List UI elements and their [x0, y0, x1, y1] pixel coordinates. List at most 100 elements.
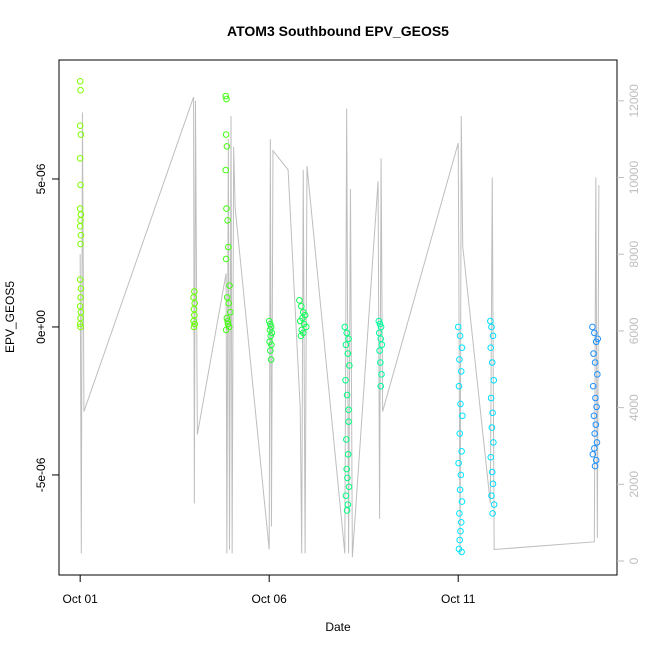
point [77, 323, 84, 331]
point [457, 519, 465, 526]
point [224, 320, 232, 328]
point [344, 474, 351, 482]
y2-tick-label: 6000 [627, 317, 641, 344]
point [77, 240, 84, 248]
point [593, 403, 600, 411]
chart-title: ATOM3 Southbound EPV_GEOS5 [227, 23, 449, 39]
point [226, 308, 234, 316]
point [268, 329, 276, 337]
point [490, 439, 497, 446]
point [224, 217, 231, 224]
point [190, 323, 198, 331]
point [302, 323, 310, 331]
point [456, 536, 464, 544]
point [487, 453, 495, 461]
point [222, 131, 230, 138]
point [377, 382, 385, 390]
point [343, 436, 350, 443]
point [591, 445, 598, 452]
point [487, 344, 495, 351]
point [343, 391, 351, 399]
point [377, 359, 384, 366]
point [77, 294, 84, 301]
plot-box [58, 59, 618, 576]
point [77, 308, 85, 316]
point [490, 501, 498, 508]
point [488, 323, 495, 331]
point [76, 276, 84, 283]
point [592, 421, 600, 428]
point [224, 317, 231, 325]
point [488, 359, 496, 366]
point [594, 335, 602, 343]
x-axis-label: Date [325, 620, 351, 634]
point [487, 394, 495, 402]
point [457, 471, 465, 479]
y-tick-label: 0e+00 [34, 310, 48, 344]
point [375, 329, 383, 337]
point [345, 483, 353, 491]
point [455, 382, 463, 390]
point [458, 548, 465, 556]
x-tick-label: Oct 06 [252, 592, 288, 606]
point [223, 143, 231, 150]
point [457, 368, 465, 375]
point [489, 480, 497, 488]
point [489, 409, 496, 417]
point [456, 332, 464, 340]
point [342, 376, 349, 384]
point [490, 376, 498, 384]
point [222, 92, 230, 100]
point [222, 326, 230, 334]
point [226, 282, 233, 289]
point [589, 382, 597, 390]
altitude-line [79, 96, 600, 558]
point [267, 332, 275, 340]
point [591, 329, 598, 337]
point [378, 341, 386, 349]
y2-tick-label: 2000 [627, 471, 641, 498]
point [344, 501, 352, 508]
point [455, 459, 462, 467]
point [375, 317, 383, 325]
point [591, 359, 599, 366]
point [222, 255, 230, 263]
point [454, 323, 462, 331]
point [343, 507, 351, 514]
point [593, 439, 601, 446]
point [343, 465, 350, 473]
point [76, 223, 84, 230]
point [76, 320, 84, 328]
point [223, 95, 230, 103]
point [456, 486, 464, 494]
y2-tick-label: 4000 [627, 394, 641, 421]
y-axis-label: EPV_GEOS5 [3, 281, 17, 353]
point [341, 323, 349, 331]
point [592, 394, 599, 402]
point [76, 78, 84, 85]
point [592, 456, 600, 464]
y-tick-label: 5e-06 [34, 163, 48, 194]
point [345, 406, 352, 414]
point [77, 181, 84, 189]
point [267, 356, 275, 363]
point [456, 430, 464, 437]
point [589, 450, 597, 458]
point [342, 492, 350, 499]
point [346, 362, 353, 369]
point [489, 510, 496, 517]
point [488, 468, 496, 476]
y2-tick-label: 12000 [627, 84, 641, 118]
point [487, 317, 494, 325]
point [77, 231, 85, 239]
point [225, 299, 233, 307]
point [265, 317, 273, 325]
point [76, 122, 84, 130]
point [342, 341, 350, 349]
y-tick-label: -5e-06 [34, 457, 48, 492]
point [77, 131, 85, 138]
point [458, 344, 466, 351]
point [589, 323, 596, 331]
point [222, 166, 230, 174]
